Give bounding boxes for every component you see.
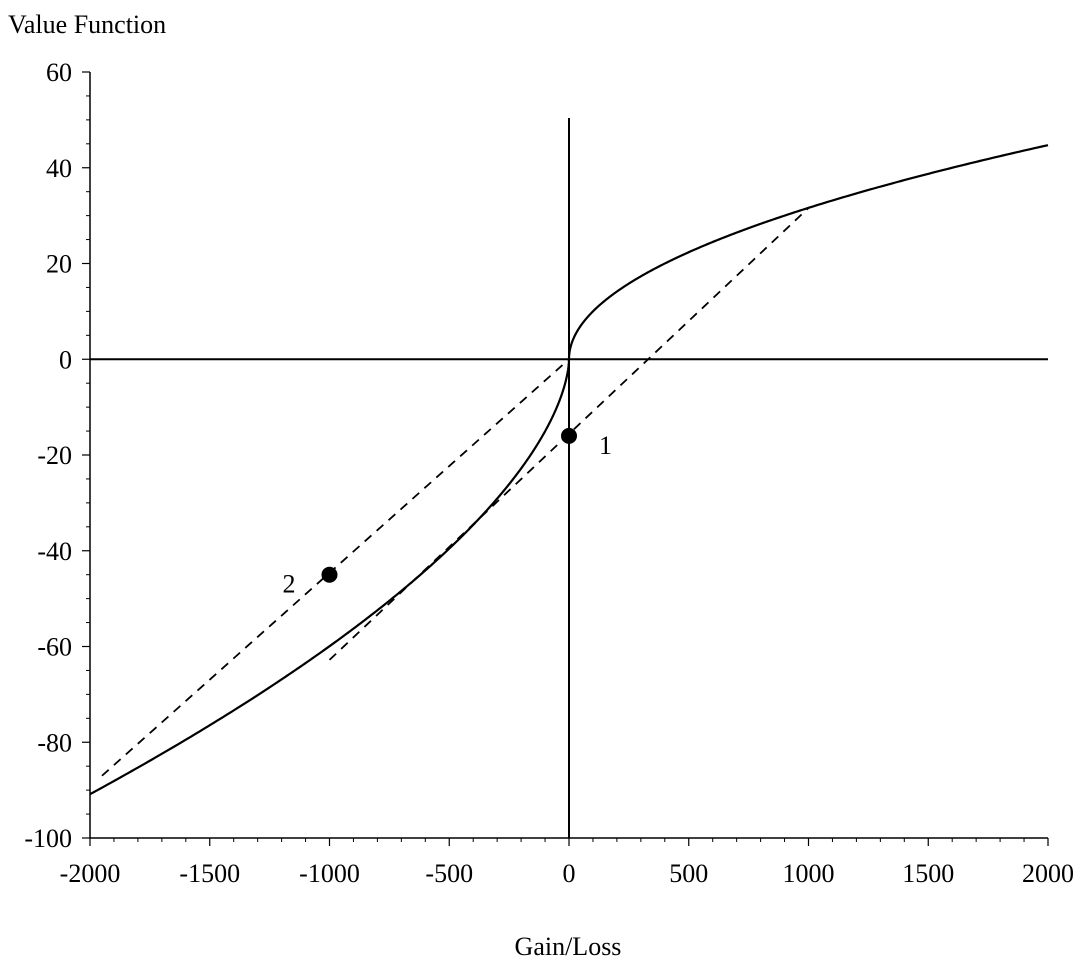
y-tick-label: 60 (46, 58, 72, 87)
x-tick-label: -1000 (299, 859, 360, 888)
x-tick-label: 1500 (902, 859, 954, 888)
y-tick-label: -40 (37, 537, 72, 566)
x-tick-label: 2000 (1022, 859, 1074, 888)
x-tick-label: 0 (563, 859, 576, 888)
y-tick-label: 40 (46, 154, 72, 183)
y-tick-label: -100 (24, 824, 72, 853)
x-tick-label: 1000 (783, 859, 835, 888)
marker-point-1 (561, 427, 577, 444)
y-tick-label: -60 (37, 633, 72, 662)
x-tick-label: -1500 (179, 859, 240, 888)
y-axis-title: Value Function (8, 10, 166, 39)
dashed-line-1 (101, 358, 570, 777)
x-tick-label: 500 (669, 859, 708, 888)
marker-label-1: 1 (599, 431, 612, 460)
y-tick-label: -80 (37, 728, 72, 757)
marker-label-2: 2 (283, 570, 296, 599)
x-tick-label: -2000 (60, 859, 121, 888)
marker-point-2 (321, 566, 338, 583)
y-tick-label: -20 (37, 441, 72, 470)
x-tick-label: -500 (425, 859, 473, 888)
y-tick-label: 0 (59, 345, 72, 374)
axes (89, 72, 1048, 839)
y-tick-label: 20 (46, 250, 72, 279)
x-axis-title: Gain/Loss (515, 932, 622, 961)
dashed-line-2 (328, 207, 810, 661)
series-group (89, 144, 1049, 796)
markers-group: 12 (283, 427, 612, 599)
